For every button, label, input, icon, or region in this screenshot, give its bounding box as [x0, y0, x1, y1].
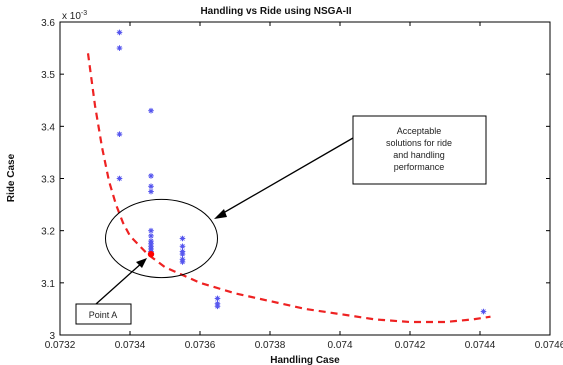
y-tick-label: 3.1 — [41, 279, 55, 290]
y-tick-label: 3.5 — [41, 70, 55, 81]
data-point — [148, 188, 154, 195]
x-tick-label: 0.0732 — [45, 340, 76, 351]
data-point — [148, 233, 154, 239]
annotation-acceptable: Acceptable solutions for ride and handli… — [214, 115, 487, 219]
annotation-acceptable-line-4: performance — [394, 162, 445, 172]
data-point — [480, 308, 487, 315]
y-exponent-power: -3 — [81, 10, 87, 17]
annotation-acceptable-arrowhead — [214, 209, 227, 219]
cluster-ellipse — [105, 198, 218, 279]
data-point — [179, 235, 186, 242]
data-point — [179, 251, 186, 257]
x-tick-label: 0.0746 — [535, 340, 563, 351]
y-tick-label: 3.6 — [41, 18, 55, 29]
data-point — [148, 173, 154, 179]
data-point — [148, 183, 154, 190]
annotation-acceptable-line-2: solutions for ride — [386, 138, 452, 148]
data-point — [148, 107, 154, 114]
y-exponent-label: x 10-3 — [62, 10, 87, 22]
x-tick-label: 0.0744 — [465, 340, 496, 351]
data-point — [116, 29, 123, 36]
y-tick-label: 3 — [49, 331, 55, 342]
x-axis-ticks: 0.0732 0.0734 0.0736 0.0738 0.074 0.0742 0.074… — [45, 22, 563, 351]
x-tick-label: 0.074 — [327, 340, 352, 351]
x-tick-label: 0.0734 — [115, 340, 146, 351]
data-point — [116, 45, 123, 51]
annotation-acceptable-box — [352, 115, 487, 185]
point-a-marker — [147, 250, 155, 258]
chart-title: Handling vs Ride using NSGA-II — [200, 6, 351, 17]
data-point — [116, 175, 123, 182]
y-axis-ticks: 3 3.1 3.2 3.3 3.4 3.5 3.6 — [41, 18, 550, 342]
x-tick-label: 0.0738 — [255, 340, 286, 351]
data-point — [214, 295, 221, 302]
annotation-point-a: Point A — [75, 258, 147, 325]
annotation-point-a-label: Point A — [89, 310, 118, 320]
annotation-acceptable-line-3: and handling — [393, 150, 445, 160]
y-tick-label: 3.3 — [41, 175, 55, 186]
annotation-point-a-arrowhead — [136, 258, 147, 268]
trend-curve — [86, 53, 491, 324]
data-point — [179, 259, 186, 265]
x-tick-label: 0.0736 — [185, 340, 216, 351]
data-points — [116, 29, 487, 315]
annotation-point-a-box — [75, 303, 132, 325]
y-axis-label: Ride Case — [6, 153, 17, 202]
y-tick-label: 3.4 — [41, 122, 55, 133]
data-point — [148, 227, 154, 234]
annotation-acceptable-arrow — [217, 137, 354, 217]
data-point — [179, 243, 186, 250]
x-axis-label: Handling Case — [270, 355, 340, 365]
annotation-acceptable-line-1: Acceptable — [397, 126, 442, 136]
data-point — [214, 303, 221, 310]
y-tick-label: 3.2 — [41, 227, 55, 238]
x-tick-label: 0.0742 — [395, 340, 426, 351]
data-point — [116, 131, 123, 137]
annotation-point-a-arrow — [95, 261, 144, 305]
